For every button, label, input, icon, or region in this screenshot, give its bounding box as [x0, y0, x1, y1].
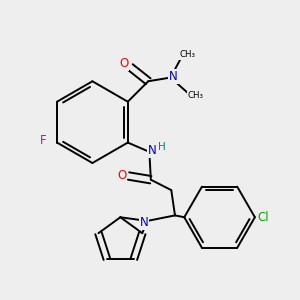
Text: F: F [40, 134, 46, 147]
Text: N: N [148, 144, 157, 157]
Text: CH₃: CH₃ [180, 50, 196, 59]
Text: CH₃: CH₃ [188, 91, 203, 100]
Text: O: O [119, 57, 128, 70]
Text: H: H [158, 142, 166, 152]
Text: N: N [140, 216, 148, 229]
Text: N: N [169, 70, 178, 83]
Text: Cl: Cl [257, 211, 269, 224]
Text: O: O [117, 169, 127, 182]
